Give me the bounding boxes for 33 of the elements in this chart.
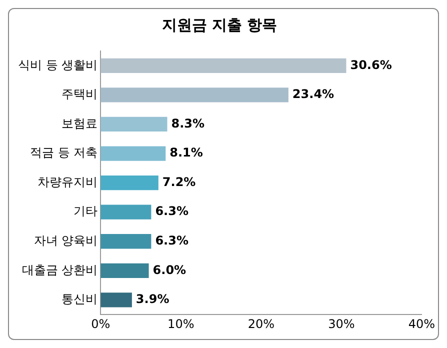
x-tick-label: 30% [328,316,355,331]
bar [100,58,346,73]
bar [100,234,152,249]
y-tick-label: 대출금 상환비 [22,262,98,277]
bar [100,292,132,308]
x-tick-label: 0% [91,316,110,331]
y-tick-label: 차량유지비 [38,174,98,189]
data-label: 6.3% [155,204,188,218]
y-tick-label: 주택비 [62,87,98,102]
data-label: 8.1% [170,146,203,160]
x-tick-label: 40% [408,316,435,331]
bar [100,88,288,102]
data-label: 30.6% [350,58,392,72]
data-label: 6.0% [152,262,186,277]
bar [100,175,158,190]
data-label: 8.3% [171,116,205,130]
bar [100,263,149,278]
y-tick-label: 기타 [74,204,98,218]
data-label: 7.2% [162,174,196,189]
data-label: 23.4% [292,87,334,102]
y-tick-label: 보험료 [62,116,98,130]
data-label: 6.3% [155,234,188,248]
y-tick-label: 통신비 [62,292,98,306]
y-tick-label: 적금 등 저축 [30,146,98,160]
y-tick-label: 식비 등 생활비 [18,58,98,72]
bar [100,116,168,132]
y-tick-label: 자녀 양육비 [34,234,98,248]
bar [100,204,152,220]
x-tick-label: 20% [248,316,274,331]
data-label: 3.9% [136,292,170,306]
bar [100,146,166,161]
chart-title: 지원금 지출 항목 [162,16,278,34]
x-tick-label: 10% [168,316,194,331]
